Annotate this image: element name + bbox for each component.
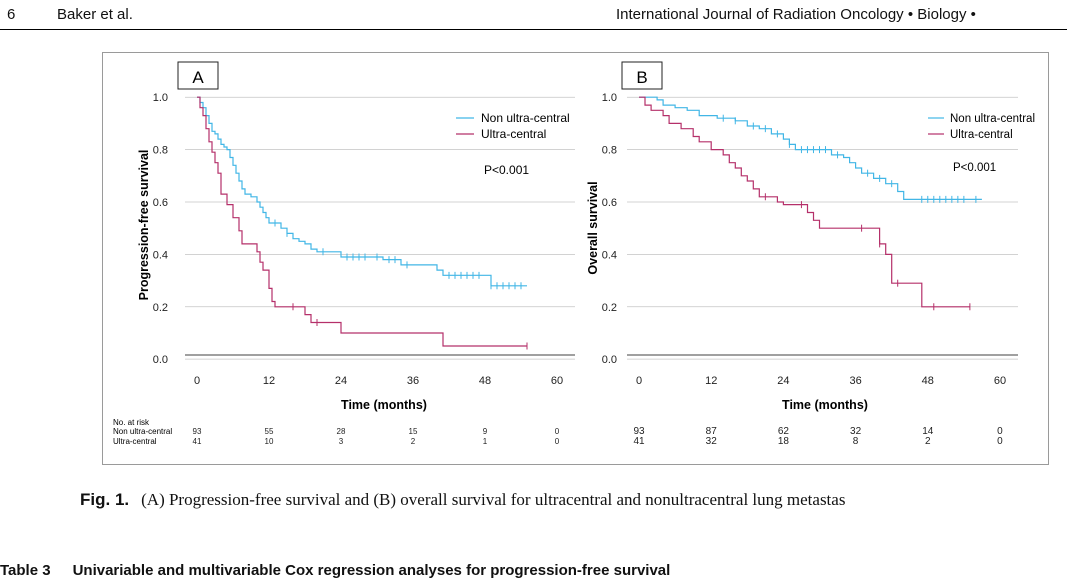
y-tick-label: 0.0 — [602, 354, 617, 366]
panel-b-risk-table: 93 87 62 32 14 0 41 32 18 8 2 0 — [633, 426, 1003, 447]
y-tick-label: 0.0 — [153, 354, 168, 366]
caption-text: (A) Progression-free survival and (B) ov… — [141, 490, 846, 509]
x-tick-label: 12 — [705, 375, 717, 387]
panel-b-label: B — [636, 68, 647, 87]
panel-b-series-non-ultra-central — [639, 96, 982, 203]
risk-count: 18 — [778, 436, 790, 447]
risk-count: 0 — [997, 426, 1003, 437]
y-tick-label: 0.2 — [602, 302, 617, 314]
panel-a-gridlines — [185, 96, 575, 360]
panel-a-p-value: P<0.001 — [484, 163, 529, 177]
caption-label: Fig. 1. — [80, 490, 130, 509]
risk-count: 9 — [483, 427, 488, 436]
risk-count: 41 — [633, 436, 645, 447]
y-tick-label: 1.0 — [602, 92, 617, 104]
panel-a-series-non-ultra-central — [197, 96, 527, 290]
table-title-text: Univariable and multivariable Cox regres… — [72, 562, 671, 579]
page-number: 6 — [7, 6, 16, 23]
panel-b-label-box — [621, 61, 663, 90]
risk-count: 93 — [193, 427, 202, 436]
risk-count: 14 — [922, 426, 934, 437]
table-3-title: Table 3 Univariable and multivariable Cox… — [0, 562, 670, 579]
x-tick-label: 24 — [777, 375, 789, 387]
x-tick-label: 60 — [994, 375, 1006, 387]
x-tick-label: 48 — [922, 375, 934, 387]
figure-frame — [102, 52, 1049, 465]
risk-count: 2 — [411, 437, 416, 446]
y-tick-label: 0.4 — [153, 249, 168, 261]
panel-b-x-tick-labels: 0 12 24 36 48 60 — [636, 375, 1006, 387]
risk-count: 62 — [778, 426, 790, 437]
risk-count: 8 — [853, 436, 859, 447]
panel-b-x-axis-label: Time (months) — [782, 398, 868, 412]
panel-a-x-axis-label: Time (months) — [341, 398, 427, 412]
y-tick-label: 0.2 — [153, 302, 168, 314]
risk-count: 93 — [633, 426, 645, 437]
risk-count: 15 — [409, 427, 418, 436]
y-tick-label: 1.0 — [153, 92, 168, 104]
panel-b-legend-ultra: Ultra-central — [950, 129, 1013, 141]
x-tick-label: 12 — [263, 375, 275, 387]
risk-table-title: No. at risk — [113, 418, 150, 427]
risk-count: 0 — [555, 437, 560, 446]
panel-b-legend-non-ultra: Non ultra-central — [950, 113, 1035, 125]
figure-caption: Fig. 1. (A) Progression-free survival and… — [80, 490, 845, 510]
panel-a-label-box — [177, 61, 219, 90]
y-tick-label: 0.6 — [602, 197, 617, 209]
panel-a: A 0.00.20.40.60.81.0 0 12 24 36 48 60 Time (m… — [113, 61, 575, 446]
journal-title: International Journal of Radiation Oncol… — [616, 6, 976, 23]
risk-count: 32 — [850, 426, 862, 437]
risk-count: 3 — [339, 437, 344, 446]
x-tick-label: 0 — [636, 375, 642, 387]
x-tick-label: 0 — [194, 375, 200, 387]
risk-count: 55 — [265, 427, 274, 436]
risk-count: 1 — [483, 437, 488, 446]
x-tick-label: 36 — [407, 375, 419, 387]
panel-a-x-tick-labels: 0 12 24 36 48 60 — [194, 375, 563, 387]
panel-b-y-tick-labels: 0.0 0.2 0.4 0.6 0.8 1.0 — [602, 92, 617, 366]
km-curve — [197, 96, 527, 347]
km-curve — [639, 96, 982, 200]
y-tick-label: 0.8 — [602, 145, 617, 157]
risk-count: 87 — [706, 426, 718, 437]
panel-b-series-ultra-central — [639, 96, 971, 311]
risk-count: 10 — [265, 437, 274, 446]
running-author: Baker et al. — [57, 6, 133, 23]
risk-count: 41 — [193, 437, 202, 446]
y-tick-label: 0.6 — [153, 197, 168, 209]
km-curve — [197, 96, 527, 287]
risk-row-label-ultra: Ultra-central — [113, 437, 157, 446]
risk-count: 28 — [337, 427, 346, 436]
panel-a-legend-ultra: Ultra-central — [481, 127, 546, 141]
panel-a-risk-table: No. at risk Non ultra-central Ultra-cent… — [113, 418, 560, 446]
panel-a-series-ultra-central — [197, 96, 528, 350]
panel-b: B 0.0 0.2 0.4 0.6 0.8 1.0 0 12 24 36 48 60 Time (m… — [586, 61, 1035, 447]
panel-b-p-value: P<0.001 — [953, 162, 996, 174]
risk-count: 32 — [706, 436, 718, 447]
panel-b-y-axis-label: Overall survival — [586, 181, 600, 274]
x-tick-label: 36 — [849, 375, 861, 387]
risk-count: 0 — [555, 427, 560, 436]
header-rule — [0, 29, 1067, 30]
x-tick-label: 48 — [479, 375, 491, 387]
y-tick-label: 0.8 — [153, 145, 168, 157]
risk-count: 0 — [997, 436, 1003, 447]
km-curve — [639, 96, 970, 308]
panel-a-y-tick-labels: 0.0 0.2 0.4 0.6 0.8 1.0 — [153, 92, 168, 366]
table-label: Table 3 — [0, 562, 51, 579]
y-tick-label: 0.4 — [602, 249, 617, 261]
x-tick-label: 60 — [551, 375, 563, 387]
x-tick-label: 24 — [335, 375, 347, 387]
risk-count: 2 — [925, 436, 931, 447]
risk-row-label-non-ultra: Non ultra-central — [113, 427, 172, 436]
panel-a-legend-non-ultra: Non ultra-central — [481, 111, 570, 125]
panel-a-y-axis-label: Progression-free survival — [137, 150, 151, 301]
panel-a-label: A — [192, 68, 204, 87]
